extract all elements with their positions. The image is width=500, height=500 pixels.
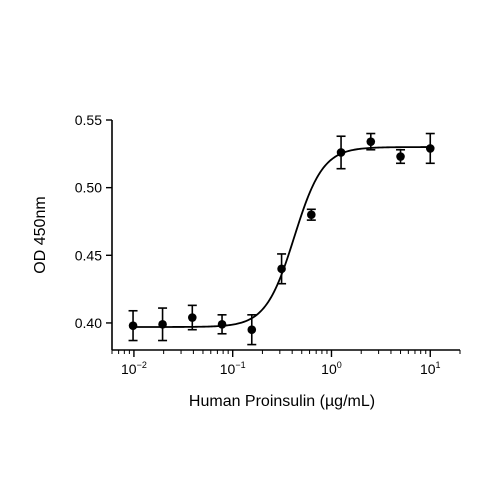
data-point bbox=[247, 325, 257, 335]
x-tick-exponent: 1 bbox=[436, 360, 441, 370]
axes bbox=[111, 120, 460, 351]
data-point bbox=[188, 313, 197, 322]
x-tick-exponent: −2 bbox=[137, 360, 147, 370]
data-point-group bbox=[247, 314, 257, 346]
x-tick-base: 10 bbox=[220, 361, 236, 377]
x-tick-label: 10−2 bbox=[121, 360, 147, 377]
data-point bbox=[366, 137, 376, 146]
data-point-group bbox=[336, 135, 346, 170]
x-axis-title: Human Proinsulin (µg/mL) bbox=[189, 393, 375, 410]
x-tick-label: 101 bbox=[420, 360, 441, 377]
x-tick-exponent: 0 bbox=[337, 360, 342, 370]
data-point-group bbox=[396, 148, 406, 165]
x-tick-base: 10 bbox=[420, 361, 436, 377]
x-tick-base: 10 bbox=[321, 361, 337, 377]
data-point bbox=[336, 148, 346, 157]
x-tick-label: 100 bbox=[321, 360, 342, 377]
data-point bbox=[396, 152, 405, 161]
data-point-group bbox=[425, 132, 435, 165]
data-point-group bbox=[366, 132, 376, 151]
data-point-group bbox=[217, 314, 227, 335]
y-axis-title: OD 450nm bbox=[32, 196, 49, 273]
fit-curve bbox=[133, 146, 431, 328]
fit-layer bbox=[133, 146, 431, 328]
data-point-group bbox=[277, 253, 287, 285]
data-point bbox=[158, 319, 167, 329]
data-point-group bbox=[128, 309, 138, 342]
x-ticks: 10−2 10−1 100 101 bbox=[111, 350, 461, 377]
y-ticks: 0.40 0.45 0.50 0.55 bbox=[75, 112, 112, 331]
data-point-group bbox=[306, 208, 316, 221]
y-tick-label: 0.45 bbox=[75, 247, 102, 263]
data-point bbox=[277, 264, 286, 274]
data-point bbox=[307, 210, 316, 220]
y-tick-label: 0.50 bbox=[75, 180, 102, 196]
x-tick-label: 10−1 bbox=[220, 360, 246, 377]
points-layer bbox=[128, 132, 435, 346]
data-point bbox=[217, 319, 227, 329]
x-tick-base: 10 bbox=[121, 361, 137, 377]
y-tick-label: 0.55 bbox=[75, 112, 102, 128]
x-tick-exponent: −1 bbox=[235, 360, 245, 370]
data-point-group bbox=[158, 307, 168, 342]
data-point bbox=[425, 144, 435, 153]
y-tick-label: 0.40 bbox=[75, 315, 102, 331]
data-point-group bbox=[187, 304, 197, 331]
data-point bbox=[128, 321, 138, 330]
